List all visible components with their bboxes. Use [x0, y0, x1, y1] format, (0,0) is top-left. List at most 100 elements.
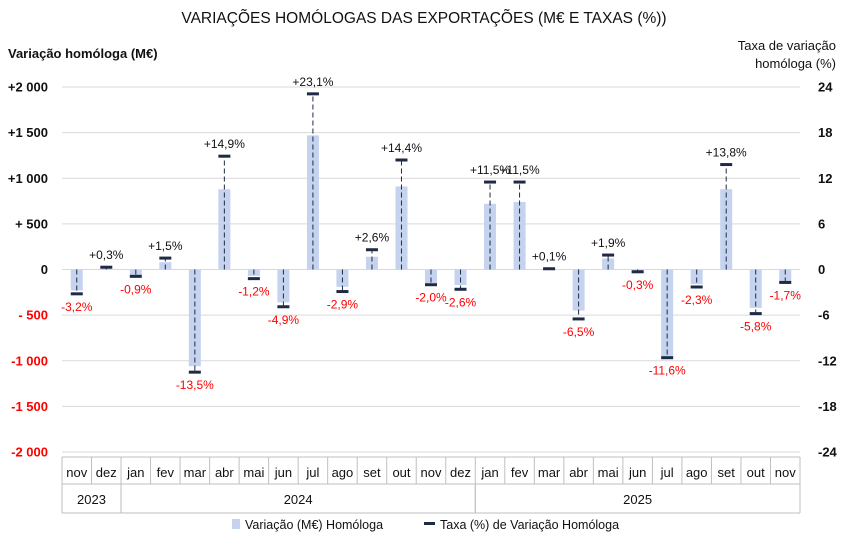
markers-layer: -3,2% +0,3% -0,9% +1,5% -13,5% +14,9% -1,2% -4,… — [61, 75, 801, 392]
rate-marker — [779, 280, 792, 284]
legend-rate-swatch — [424, 522, 435, 525]
rate-data-label: -11,6% — [649, 364, 686, 378]
rate-data-label: -0,3% — [622, 278, 654, 292]
right-tick-label: 0 — [818, 262, 825, 277]
rate-data-label: -2,3% — [681, 293, 713, 307]
category-label: dez — [450, 465, 471, 480]
left-tick-label: +2 000 — [8, 80, 48, 95]
right-tick-label: -12 — [818, 353, 837, 368]
category-label: ago — [686, 465, 708, 480]
rate-data-label: -1,7% — [770, 288, 802, 302]
category-label: mai — [243, 465, 264, 480]
left-tick-label: +1 000 — [8, 171, 48, 186]
rate-marker — [690, 285, 703, 289]
legend: Variação (M€) Homóloga Taxa (%) de Variaç… — [232, 518, 619, 532]
rate-marker — [100, 265, 113, 269]
right-tick-label: -18 — [818, 399, 837, 414]
rate-marker — [218, 154, 231, 158]
rate-marker — [631, 270, 644, 274]
rate-marker — [513, 180, 526, 184]
category-label: fev — [157, 465, 175, 480]
value-bar — [425, 269, 437, 284]
category-label: mar — [538, 465, 561, 480]
category-label: nov — [421, 465, 442, 480]
legend-bar-label: Variação (M€) Homóloga — [245, 518, 383, 532]
rate-data-label: -2,6% — [445, 295, 477, 309]
left-tick-label: - 500 — [18, 308, 48, 323]
left-tick-label: -2 000 — [11, 445, 48, 460]
category-label: abr — [215, 465, 234, 480]
axis-ticks: +2 000 +1 500 +1 000 + 500 0 - 500 -1 000 -1 50… — [8, 80, 838, 460]
rate-marker — [572, 317, 585, 321]
category-label: jun — [274, 465, 292, 480]
category-label: abr — [569, 465, 588, 480]
right-tick-label: 6 — [818, 216, 825, 231]
rate-data-label: +14,9% — [204, 137, 245, 151]
category-label: out — [392, 465, 410, 480]
rate-data-label: -0,9% — [120, 282, 152, 296]
rate-marker — [306, 92, 319, 96]
value-bar — [779, 269, 792, 284]
category-label: jun — [628, 465, 646, 480]
legend-rate-label: Taxa (%) de Variação Homóloga — [440, 518, 619, 532]
category-label: nov — [775, 465, 796, 480]
right-tick-label: 24 — [818, 80, 833, 95]
category-label: out — [747, 465, 765, 480]
category-label: set — [363, 465, 381, 480]
rate-marker — [365, 248, 378, 252]
rate-data-label: +11,5% — [499, 163, 539, 177]
category-label: set — [718, 465, 736, 480]
rate-marker — [336, 290, 349, 294]
rate-data-label: +11,5% — [470, 163, 510, 177]
rate-data-label: +14,4% — [381, 141, 422, 155]
rate-data-label: +1,5% — [148, 239, 183, 253]
rate-marker — [159, 256, 172, 260]
category-label: fev — [511, 465, 529, 480]
rate-marker — [395, 158, 408, 162]
category-label: mai — [598, 465, 619, 480]
rate-data-label: -4,9% — [268, 313, 300, 327]
rate-data-label: -1,2% — [238, 285, 270, 299]
category-label: jul — [305, 465, 319, 480]
rate-data-label: +13,8% — [706, 146, 747, 160]
year-label: 2023 — [77, 492, 106, 507]
category-label: jan — [480, 465, 498, 480]
legend-bar-swatch — [232, 519, 240, 529]
right-axis-title-line1: Taxa de variação — [738, 38, 836, 53]
rate-data-label: +23,1% — [292, 75, 333, 89]
rate-data-label: -2,0% — [415, 291, 447, 305]
left-tick-label: + 500 — [15, 216, 48, 231]
rate-marker — [129, 274, 142, 278]
right-tick-label: 12 — [818, 171, 832, 186]
left-tick-label: -1 500 — [11, 399, 48, 414]
category-label: ago — [332, 465, 354, 480]
rate-data-label: +0,3% — [89, 248, 124, 262]
rate-data-label: +1,9% — [591, 236, 626, 250]
rate-marker — [188, 370, 201, 374]
rate-marker — [484, 180, 497, 184]
rate-data-label: +0,1% — [532, 250, 567, 264]
rate-marker — [661, 356, 674, 360]
rate-marker — [70, 292, 83, 296]
rate-marker — [277, 305, 290, 309]
rate-marker — [543, 267, 556, 271]
category-label: dez — [96, 465, 117, 480]
value-bar — [454, 269, 467, 286]
rate-data-label: -2,9% — [327, 298, 359, 312]
rate-data-label: -13,5% — [176, 378, 214, 392]
rate-marker — [602, 253, 615, 257]
rate-marker — [247, 277, 260, 281]
right-tick-label: -24 — [818, 445, 838, 460]
right-tick-label: 18 — [818, 125, 832, 140]
rate-data-label: -3,2% — [61, 300, 93, 314]
rate-marker — [720, 163, 733, 167]
left-axis-title: Variação homóloga (M€) — [8, 46, 158, 61]
value-bar — [602, 258, 615, 270]
rate-data-label: +2,6% — [355, 231, 390, 245]
year-label: 2024 — [284, 492, 313, 507]
left-tick-label: -1 000 — [11, 353, 48, 368]
year-label: 2025 — [623, 492, 652, 507]
rate-marker — [749, 312, 762, 316]
category-label: nov — [66, 465, 87, 480]
